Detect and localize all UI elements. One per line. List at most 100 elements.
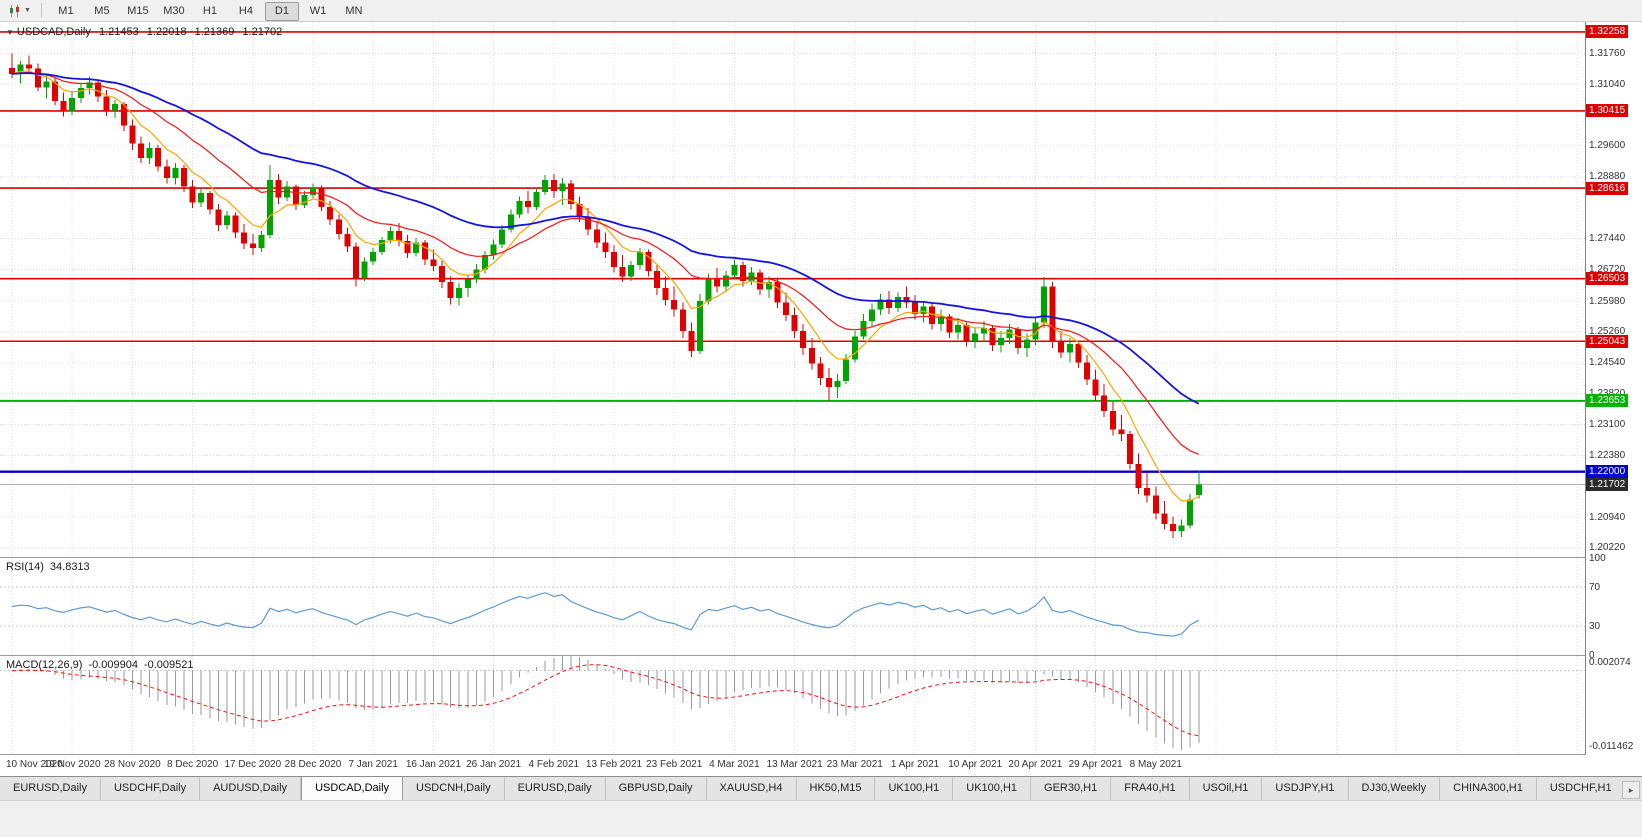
candle-body — [292, 186, 299, 206]
macd-main-value: -0.009904 — [88, 659, 138, 671]
candle-body — [1178, 525, 1185, 531]
tab-hk50-m15[interactable]: HK50,M15 — [796, 777, 876, 800]
tab-eurusd-daily[interactable]: EURUSD,Daily — [504, 777, 606, 800]
candle-body — [903, 296, 910, 303]
candle-body — [77, 88, 84, 98]
candle-body — [894, 296, 901, 308]
timeframe-button-h1[interactable]: H1 — [202, 4, 217, 17]
open-value: 1.21453 — [98, 26, 139, 38]
timeframe-button-m15[interactable]: M15 — [127, 4, 149, 17]
candle-body — [103, 96, 110, 111]
candle-body — [189, 186, 196, 203]
resistance-price-badge: 1.26503 — [1586, 272, 1629, 286]
candle-body — [525, 200, 531, 207]
timeframe-button-mn[interactable]: MN — [345, 4, 363, 17]
candle-body — [972, 333, 979, 341]
candle-body — [1118, 429, 1125, 434]
tab-gbpusd-daily[interactable]: GBPUSD,Daily — [605, 777, 707, 800]
timeframe-button-d1[interactable]: D1 — [264, 1, 299, 21]
macd-panel[interactable]: MACD(12,26,9) -0.009904 -0.009521 — [0, 656, 1585, 754]
tab-usdjpy-h1[interactable]: USDJPY,H1 — [1262, 777, 1349, 800]
macd-header: MACD(12,26,9) -0.009904 -0.009521 — [6, 659, 200, 671]
candle-body — [138, 143, 144, 158]
candle-body — [998, 337, 1004, 346]
tab-ger30-h1[interactable]: GER30,H1 — [1031, 777, 1112, 800]
tab-xauusd-h4[interactable]: XAUUSD,H4 — [706, 777, 797, 800]
candle-body — [232, 215, 239, 233]
resistance-price-badge: 1.25043 — [1586, 334, 1629, 348]
rsi-chart[interactable] — [0, 558, 1585, 655]
price-axis-label: 1.26720 — [1589, 263, 1626, 275]
collapse-triangle-icon[interactable]: ▼ — [6, 28, 14, 37]
candle-body — [946, 316, 953, 333]
tab-usdchf-daily[interactable]: USDCHF,Daily — [100, 777, 201, 800]
high-value: 1.22018 — [146, 26, 187, 38]
candle-body — [963, 325, 970, 341]
candle-body — [826, 378, 832, 387]
time-axis-label: 8 Dec 2020 — [167, 759, 219, 770]
chart-type-button[interactable]: ▼ — [4, 3, 35, 19]
candle-body — [834, 380, 841, 387]
rsi-axis-label: 70 — [1589, 582, 1601, 594]
candle-body — [980, 328, 987, 334]
price-axis[interactable]: 1.31760 1.31040 1.29600 1.28880 1.27440 1.267… — [1585, 22, 1642, 755]
time-axis-label: 1 Apr 2021 — [890, 759, 940, 770]
tab-scroll-right-button[interactable]: ▸ — [1622, 781, 1640, 799]
timeframe-button-m1[interactable]: M1 — [58, 4, 74, 17]
price-axis-label: 1.29600 — [1589, 140, 1626, 152]
price-axis-label: 1.28880 — [1589, 171, 1626, 183]
candle-body — [95, 82, 101, 97]
rsi-header: RSI(14) 34.8313 — [6, 561, 96, 573]
panel-divider[interactable] — [0, 557, 1642, 558]
candle-body — [1075, 343, 1082, 363]
tab-usoil-h1[interactable]: USOil,H1 — [1189, 777, 1263, 800]
tab-uk100-h1[interactable]: UK100,H1 — [953, 777, 1032, 800]
tab-eurusd-daily[interactable]: EURUSD,Daily — [0, 777, 101, 800]
timeframe-button-m30[interactable]: M30 — [163, 4, 185, 17]
candlestick-chart[interactable] — [0, 22, 1585, 557]
candle-body — [318, 187, 325, 207]
price-axis-label: 1.23100 — [1589, 419, 1626, 431]
time-axis-label: 23 Mar 2021 — [826, 759, 883, 770]
tab-usdchf-h1[interactable]: USDCHF,H1 — [1536, 777, 1620, 800]
candle-body — [937, 316, 944, 324]
candle-body — [568, 183, 574, 204]
candle-body — [430, 259, 437, 266]
candle-body — [636, 252, 643, 266]
time-axis-label: 19 Nov 2020 — [43, 759, 101, 770]
tab-china300-h1[interactable]: CHINA300,H1 — [1440, 777, 1537, 800]
tab-fra40-h1[interactable]: FRA40,H1 — [1111, 777, 1190, 800]
main-chart-panel[interactable]: ▼ USDCAD,Daily 1.21453 1.22018 1.21369 1.… — [0, 22, 1585, 557]
panel-divider[interactable] — [0, 655, 1642, 656]
macd-chart[interactable] — [0, 656, 1585, 754]
tab-dj30-weekly[interactable]: DJ30,Weekly — [1348, 777, 1441, 800]
candle-body — [602, 242, 609, 253]
candle-body — [60, 100, 67, 112]
timeframe-button-h4[interactable]: H4 — [238, 4, 253, 17]
candle-body — [284, 186, 291, 198]
resistance-price-badge: 1.32258 — [1586, 25, 1629, 39]
candle-body — [499, 229, 506, 245]
tab-uk100-h1[interactable]: UK100,H1 — [875, 777, 954, 800]
symbol-timeframe-label: USDCAD,Daily — [16, 26, 91, 38]
candle-body — [52, 81, 58, 101]
price-axis-label: 1.24540 — [1589, 357, 1626, 369]
candle-body — [593, 229, 600, 243]
tab-usdcnh-daily[interactable]: USDCNH,Daily — [403, 777, 505, 800]
tab-usdcad-daily[interactable]: USDCAD,Daily — [301, 777, 404, 800]
candle-body — [456, 288, 463, 299]
panel-divider[interactable] — [0, 754, 1642, 755]
macd-axis-label: 0.002074 — [1589, 657, 1631, 668]
timeframe-buttons-group: M1 M5 M15 M30 H1 H4 D1 W1 MN — [48, 1, 372, 21]
time-axis[interactable]: 10 Nov 2020 19 Nov 2020 28 Nov 2020 8 Dec 2… — [0, 755, 1585, 776]
price-axis-label: 1.27440 — [1589, 232, 1626, 244]
price-axis-label: 1.23820 — [1589, 387, 1625, 400]
candle-body — [206, 193, 213, 210]
timeframe-button-m5[interactable]: M5 — [94, 4, 110, 17]
tab-audusd-daily[interactable]: AUDUSD,Daily — [200, 777, 302, 800]
rsi-panel[interactable]: RSI(14) 34.8313 — [0, 558, 1585, 655]
candle-body — [387, 230, 394, 241]
close-value: 1.21702 — [242, 26, 283, 38]
price-axis-label: 1.31760 — [1589, 47, 1626, 59]
timeframe-button-w1[interactable]: W1 — [309, 4, 327, 17]
